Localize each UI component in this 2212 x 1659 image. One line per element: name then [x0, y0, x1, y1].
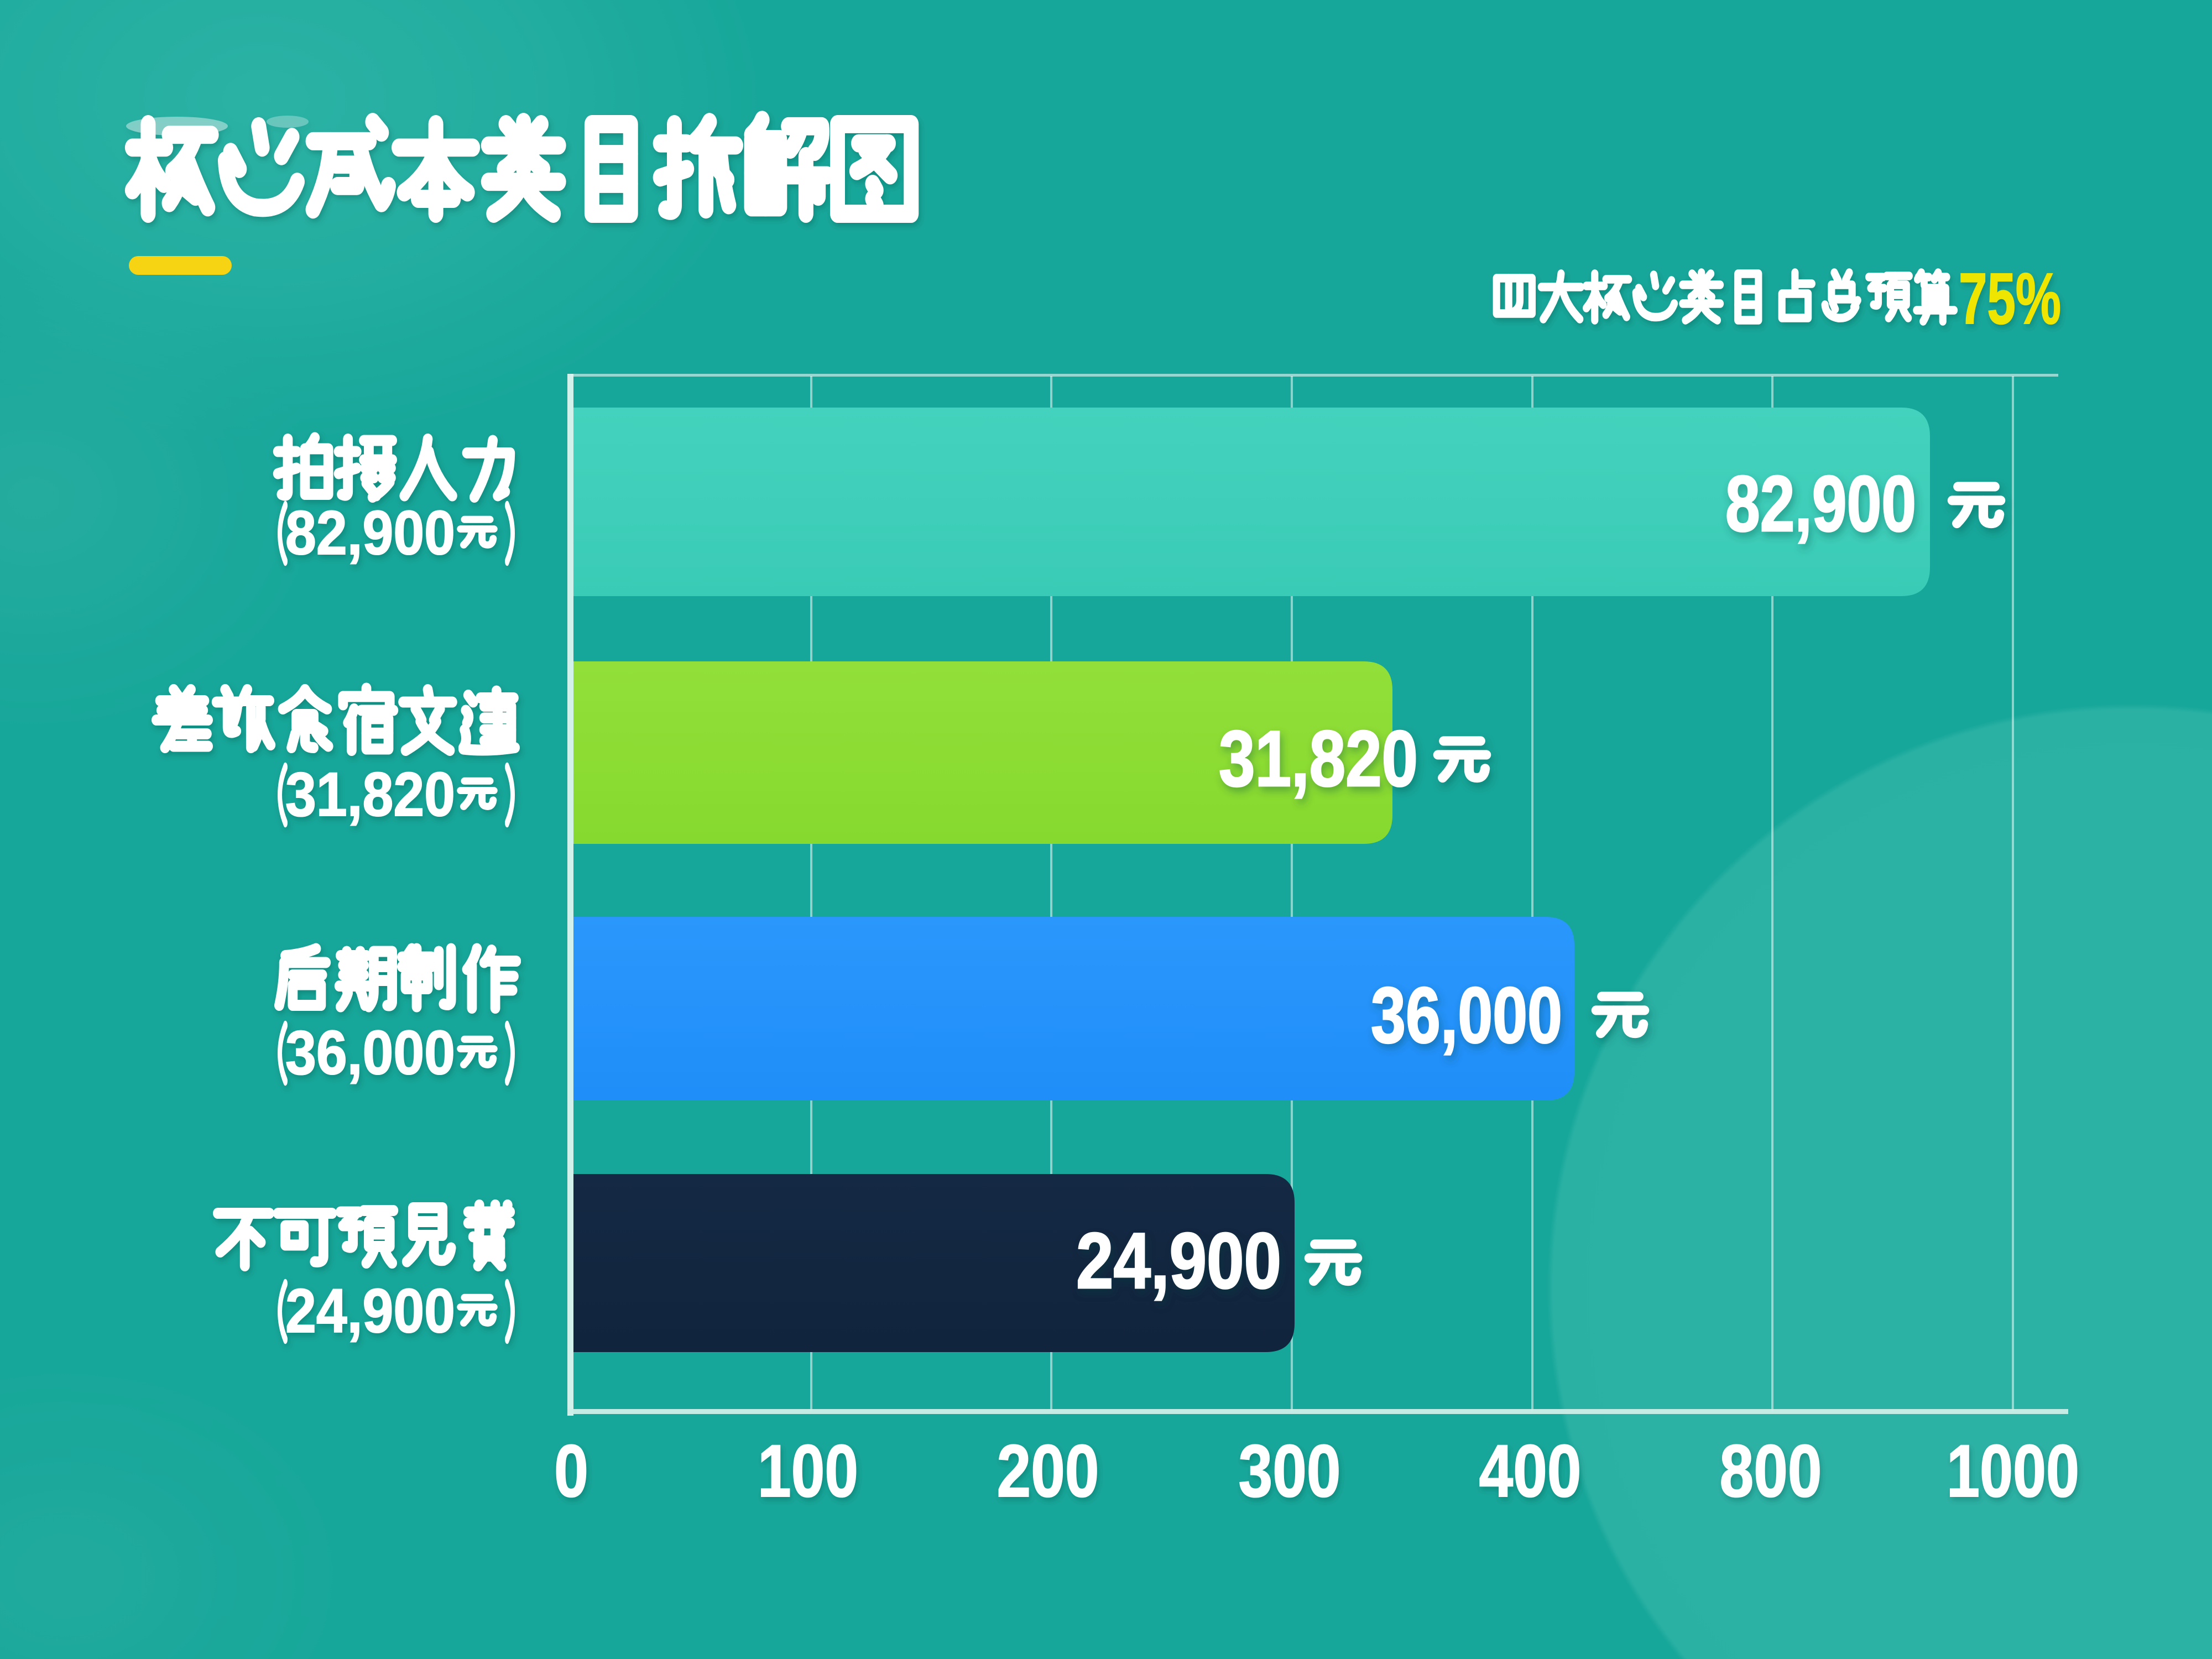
svg-text:0: 0	[554, 1430, 588, 1512]
svg-text:1000: 1000	[1947, 1430, 2079, 1512]
svg-text:300: 300	[1239, 1430, 1341, 1512]
svg-text:100: 100	[758, 1430, 858, 1512]
svg-text:82,900: 82,900	[1725, 460, 1916, 548]
svg-text:82,900: 82,900	[285, 498, 455, 567]
svg-text:200: 200	[997, 1430, 1099, 1512]
svg-text:800: 800	[1720, 1430, 1822, 1512]
svg-text:36,000: 36,000	[285, 1018, 455, 1087]
svg-text:75%: 75%	[1959, 258, 2061, 339]
svg-text:31,820: 31,820	[285, 760, 455, 829]
svg-text:31,820: 31,820	[1219, 715, 1418, 803]
svg-text:400: 400	[1479, 1430, 1582, 1512]
svg-text:36,000: 36,000	[1371, 972, 1562, 1060]
svg-text:24,900: 24,900	[285, 1276, 455, 1345]
svg-text:24,900: 24,900	[1076, 1217, 1281, 1305]
